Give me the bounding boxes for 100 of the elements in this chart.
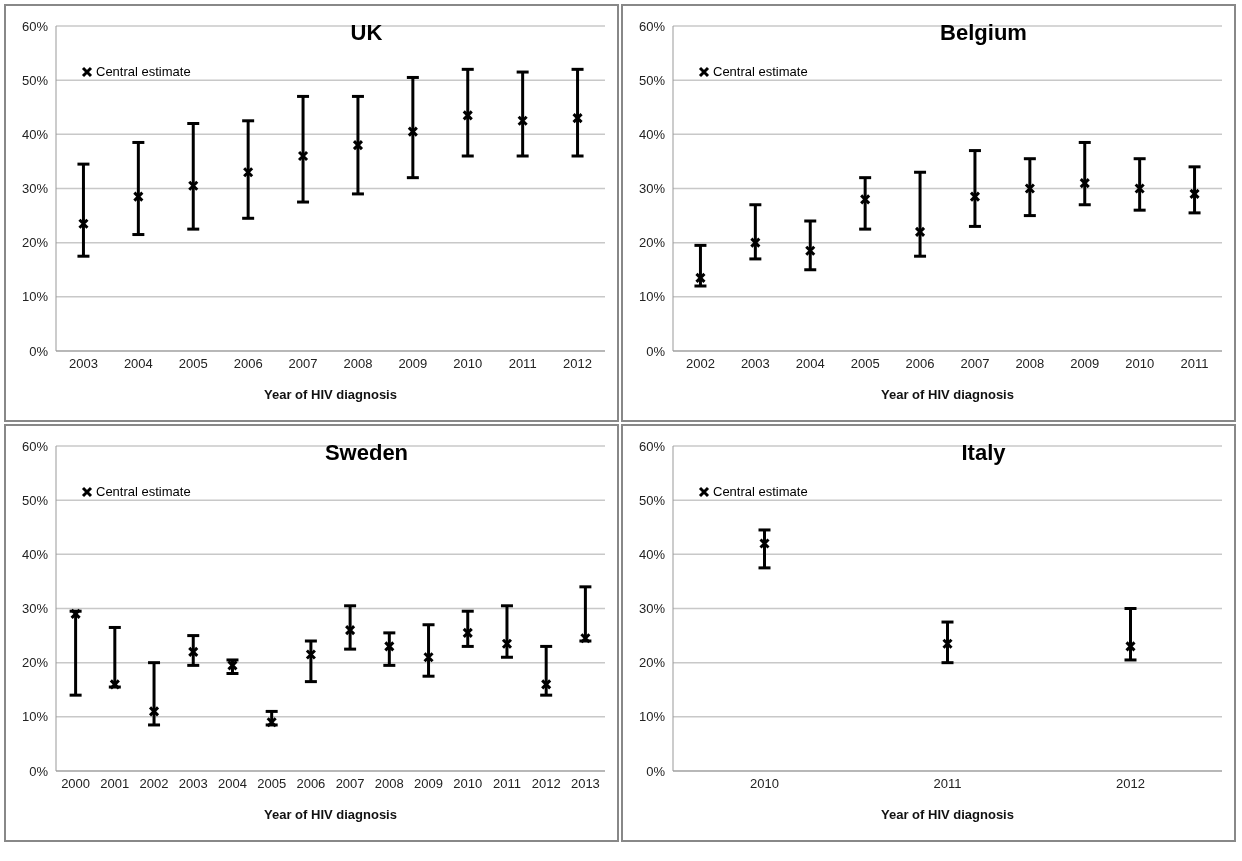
point <box>383 640 395 652</box>
y-tick-label: 10% <box>638 709 666 725</box>
y-tick-label: 10% <box>21 289 49 305</box>
x-tick-label: 2011 <box>933 776 962 792</box>
x-tick-label: 2001 <box>100 776 130 792</box>
x-tick-label: 2010 <box>750 776 779 792</box>
point <box>804 245 816 257</box>
point <box>501 638 513 650</box>
x-tick-label: 2009 <box>1070 356 1100 372</box>
chart-title: Italy <box>961 440 1006 465</box>
y-tick-label: 0% <box>29 763 49 779</box>
y-tick-label: 30% <box>21 601 49 617</box>
point <box>579 632 591 644</box>
x-tick-label: 2008 <box>374 776 404 792</box>
y-tick-label: 0% <box>646 763 666 779</box>
x-tick-label: 2009 <box>414 776 443 792</box>
y-tick-label: 0% <box>646 343 666 359</box>
point <box>109 678 121 690</box>
point <box>859 193 871 205</box>
point <box>1024 183 1036 194</box>
point <box>266 716 278 728</box>
x-tick-label: 2013 <box>570 776 600 792</box>
point <box>914 226 926 238</box>
point <box>242 166 254 178</box>
x-tick-label: 2000 <box>61 776 91 792</box>
chart-title: Belgium <box>940 20 1027 45</box>
x-tick-label: 2010 <box>1125 356 1155 372</box>
x-tick-label: 2011 <box>508 356 537 372</box>
x-tick-label: 2005 <box>178 356 208 372</box>
x-tick-label: 2008 <box>343 356 373 372</box>
x-tick-label: 2010 <box>453 776 483 792</box>
point <box>187 180 199 192</box>
legend-label: Central estimate <box>96 64 191 79</box>
point <box>1134 183 1146 194</box>
x-axis-title: Year of HIV diagnosis <box>881 387 1014 402</box>
point <box>942 638 953 650</box>
y-tick-label: 0% <box>29 343 49 359</box>
x-tick-label: 2006 <box>905 356 935 372</box>
x-tick-label: 2003 <box>68 356 98 372</box>
point <box>407 126 419 138</box>
legend-label: Central estimate <box>96 484 191 499</box>
x-tick-label: 2010 <box>453 356 483 372</box>
x-tick-label: 2005 <box>257 776 287 792</box>
y-tick-label: 40% <box>638 546 666 562</box>
y-tick-label: 20% <box>638 235 666 251</box>
point <box>344 624 356 636</box>
point <box>462 627 474 639</box>
y-tick-label: 20% <box>638 655 666 671</box>
x-tick-label: 2012 <box>531 776 561 792</box>
x-tick-label: 2007 <box>960 356 990 372</box>
y-tick-label: 50% <box>21 72 49 88</box>
x-tick-label: 2009 <box>398 356 428 372</box>
x-tick-label: 2003 <box>740 356 770 372</box>
point <box>749 237 761 249</box>
x-tick-label: 2007 <box>335 776 365 792</box>
y-tick-label: 40% <box>21 546 49 562</box>
point <box>759 538 770 549</box>
x-tick-label: 2011 <box>1180 356 1209 372</box>
x-tick-label: 2002 <box>685 356 715 372</box>
y-tick-label: 60% <box>638 18 666 34</box>
y-tick-label: 40% <box>21 126 49 142</box>
x-axis-title: Year of HIV diagnosis <box>264 807 397 822</box>
point <box>132 191 144 203</box>
legend-label: Central estimate <box>713 484 808 499</box>
point <box>77 218 89 230</box>
x-tick-label: 2006 <box>233 356 263 372</box>
x-tick-label: 2011 <box>492 776 521 792</box>
chart-title: UK <box>350 20 383 45</box>
y-tick-label: 60% <box>21 438 49 454</box>
point <box>540 678 552 690</box>
y-tick-label: 60% <box>638 438 666 454</box>
y-tick-label: 10% <box>21 709 49 725</box>
x-axis-title: Year of HIV diagnosis <box>264 387 397 402</box>
y-tick-label: 30% <box>21 181 49 197</box>
point <box>694 272 706 284</box>
chart-title: Sweden <box>324 440 409 465</box>
point <box>1125 640 1136 652</box>
x-tick-label: 2008 <box>1015 356 1045 372</box>
point <box>148 705 160 717</box>
point <box>969 191 981 203</box>
x-tick-label: 2006 <box>296 776 326 792</box>
x-tick-label: 2004 <box>795 356 825 372</box>
x-tick-label: 2004 <box>123 356 153 372</box>
point <box>423 651 435 663</box>
point <box>1189 188 1201 200</box>
point <box>1079 177 1091 189</box>
point <box>572 112 584 124</box>
legend-label: Central estimate <box>713 64 808 79</box>
point <box>297 150 309 162</box>
y-tick-label: 50% <box>21 492 49 508</box>
y-tick-label: 30% <box>638 181 666 197</box>
x-tick-label: 2002 <box>139 776 169 792</box>
x-tick-label: 2005 <box>850 356 880 372</box>
y-tick-label: 50% <box>638 72 666 88</box>
y-tick-label: 20% <box>21 655 49 671</box>
y-tick-label: 40% <box>638 126 666 142</box>
x-tick-label: 2012 <box>1116 776 1145 792</box>
x-tick-label: 2004 <box>218 776 247 792</box>
x-tick-label: 2007 <box>288 356 318 372</box>
point <box>352 139 364 151</box>
